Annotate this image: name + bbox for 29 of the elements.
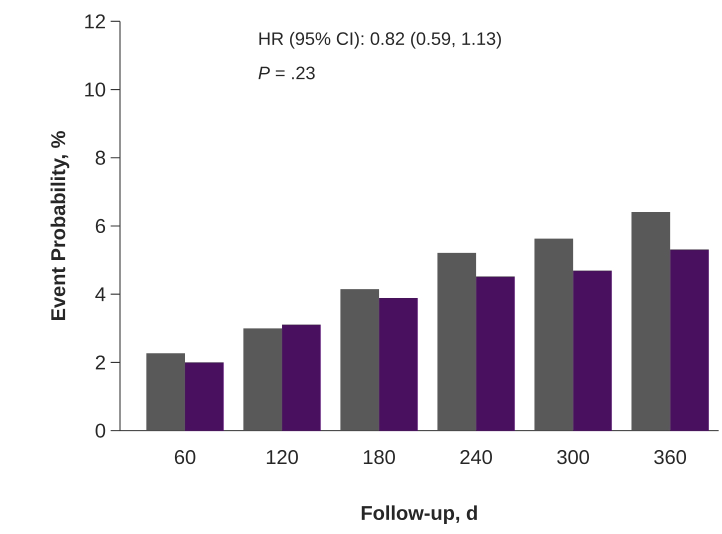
x-tick-label: 240	[460, 450, 492, 464]
bar	[476, 276, 515, 431]
x-tick-label: 120	[266, 450, 298, 464]
bar	[379, 298, 418, 431]
x-tick-label: 300	[557, 450, 590, 464]
bar	[282, 324, 321, 431]
x-tick-label: 360	[654, 450, 686, 464]
y-tick-label: 8	[96, 150, 106, 165]
y-tick-label: 0	[96, 424, 106, 438]
x-axis-title: Follow-up, d	[362, 505, 477, 524]
bar	[185, 362, 224, 431]
x-tick-label: 60	[174, 450, 196, 464]
y-tick-label: 10	[85, 82, 106, 97]
bar	[631, 212, 670, 431]
y-tick-label: 4	[95, 287, 106, 302]
x-tick-label: 180	[364, 450, 395, 464]
bar	[670, 250, 709, 431]
bar	[534, 238, 574, 431]
y-tick-label: 2	[96, 355, 105, 370]
y-tick-label: 6	[96, 218, 106, 234]
annotation: HR (95% CI): 0.82 (0.59, 1.13)	[259, 32, 501, 49]
bar	[243, 328, 282, 431]
bar	[437, 252, 476, 431]
bar	[146, 353, 186, 431]
annotation: P = .23	[258, 66, 315, 80]
bar	[340, 289, 380, 431]
y-axis-title: Event Probability, %	[50, 131, 70, 320]
y-tick-label: 12	[85, 14, 105, 28]
bar	[573, 270, 612, 431]
